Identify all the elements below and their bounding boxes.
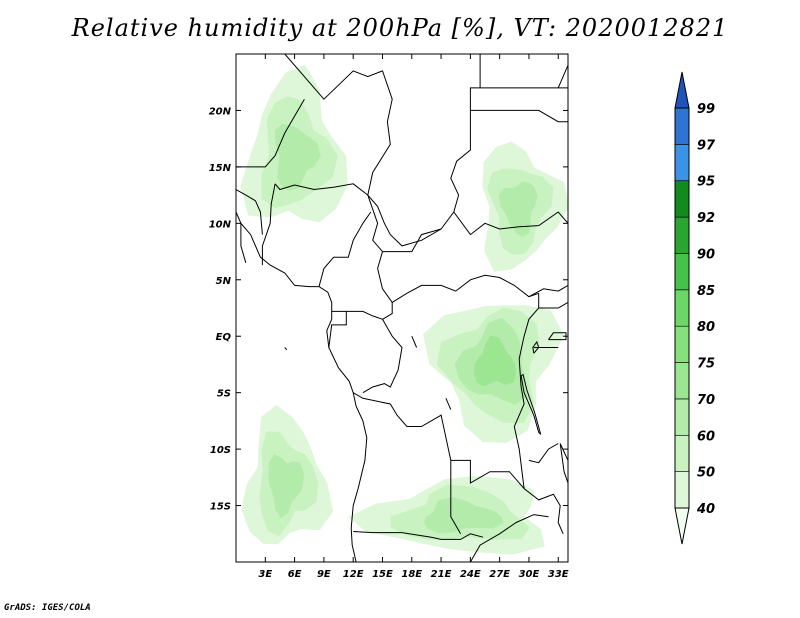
rh-contour-south-atlantic-band-60 [268, 454, 304, 519]
border-line [445, 398, 452, 410]
grads-credit: GrADS: IGES/COLA [4, 603, 91, 613]
border-line [236, 211, 368, 562]
colorbar-label: 60 [697, 429, 715, 444]
y-tick-label: 5S [217, 389, 231, 400]
rh-contour-sahel-west-60 [274, 123, 321, 191]
border-line [391, 274, 539, 303]
map-frame [235, 53, 569, 563]
border-line [261, 183, 276, 266]
y-tick-label: EQ [216, 332, 232, 343]
border-line [532, 340, 540, 354]
colorbar-label: 97 [697, 138, 716, 153]
x-tick-label: 9E [317, 569, 331, 580]
x-tick-label: 12E [343, 569, 364, 580]
border-line [236, 189, 263, 235]
colorbar-label: 80 [697, 320, 715, 335]
colorbar-segment [674, 325, 690, 363]
colorbar-max-extend [674, 71, 690, 109]
colorbar-label: 70 [697, 393, 715, 408]
rh-contour-southern-angola-zambia-60 [424, 497, 504, 534]
border-line [284, 54, 481, 247]
y-tick-label: 10S [210, 445, 231, 456]
y-axis: 20N 15N 10N 5N EQ 5S 10S 15S [209, 106, 568, 513]
x-tick-label: 15E [372, 569, 393, 580]
colorbar-label: 50 [697, 466, 715, 481]
border-line [450, 460, 462, 535]
colorbar-frame [674, 107, 690, 509]
border-line [548, 332, 567, 341]
colorbar-segment [674, 289, 690, 327]
humidity-field [240, 64, 568, 555]
y-tick-label: 10N [209, 219, 232, 230]
colorbar-segment [674, 107, 690, 145]
colorbar-segment [674, 253, 690, 291]
rh-contour-congo-basin-east-africa-70 [474, 335, 517, 387]
border-line [318, 211, 372, 287]
border-line [382, 228, 442, 253]
border-line [557, 65, 568, 89]
border-line [453, 211, 568, 236]
colorbar-segment [674, 398, 690, 436]
colorbar-segment [674, 144, 690, 182]
x-tick-label: 24E [460, 569, 481, 580]
colorbar-segment [674, 434, 690, 472]
border-line [528, 443, 559, 464]
y-tick-label: 5N [216, 276, 232, 287]
border-line [362, 319, 403, 394]
border-line [520, 373, 542, 435]
rh-contour-sudan-ethiopia-60 [498, 181, 538, 238]
colorbar-label: 40 [696, 502, 715, 517]
x-tick-label: 3E [258, 569, 272, 580]
colorbar-min-extend [674, 507, 690, 545]
border-line [523, 488, 564, 534]
colorbar-label: 85 [697, 284, 715, 299]
x-tick-label: 6E [288, 569, 302, 580]
colorbar-label: 75 [697, 357, 715, 372]
x-axis: 3E 6E 9E 12E 15E 18E 21E 24E 27E 30E 33E [258, 54, 569, 580]
coastlines-borders [236, 54, 568, 562]
colorbar-label: 95 [697, 175, 715, 190]
colorbar-segment [674, 362, 690, 400]
x-tick-label: 21E [431, 569, 452, 580]
border-line [328, 311, 347, 348]
colorbar-segment [674, 180, 690, 218]
colorbar-label: 90 [697, 247, 715, 262]
x-tick-label: 33E [548, 569, 569, 580]
border-line [559, 443, 568, 484]
y-tick-label: 15N [209, 163, 232, 174]
border-line [274, 183, 369, 196]
border-line [353, 531, 484, 540]
y-tick-label: 15S [210, 502, 231, 513]
border-line [240, 223, 247, 263]
colorbar: 40 50 60 70 75 80 85 90 92 95 97 99 [674, 71, 716, 545]
colorbar-label: 92 [697, 211, 715, 226]
colorbar-segment [674, 471, 690, 509]
border-line [352, 293, 540, 491]
colorbar-label: 99 [697, 102, 715, 117]
border-line [284, 347, 288, 351]
x-tick-label: 18E [401, 569, 422, 580]
x-tick-label: 27E [489, 569, 510, 580]
border-line [411, 336, 418, 348]
x-tick-label: 30E [519, 569, 540, 580]
border-line [470, 109, 568, 123]
border-line [538, 301, 568, 309]
border-line [528, 284, 568, 298]
y-tick-label: 20N [209, 106, 232, 117]
border-line [469, 514, 549, 562]
border-line [236, 98, 305, 168]
colorbar-segment [674, 216, 690, 254]
chart-title: Relative humidity at 200hPa [%], VT: 202… [71, 14, 729, 42]
